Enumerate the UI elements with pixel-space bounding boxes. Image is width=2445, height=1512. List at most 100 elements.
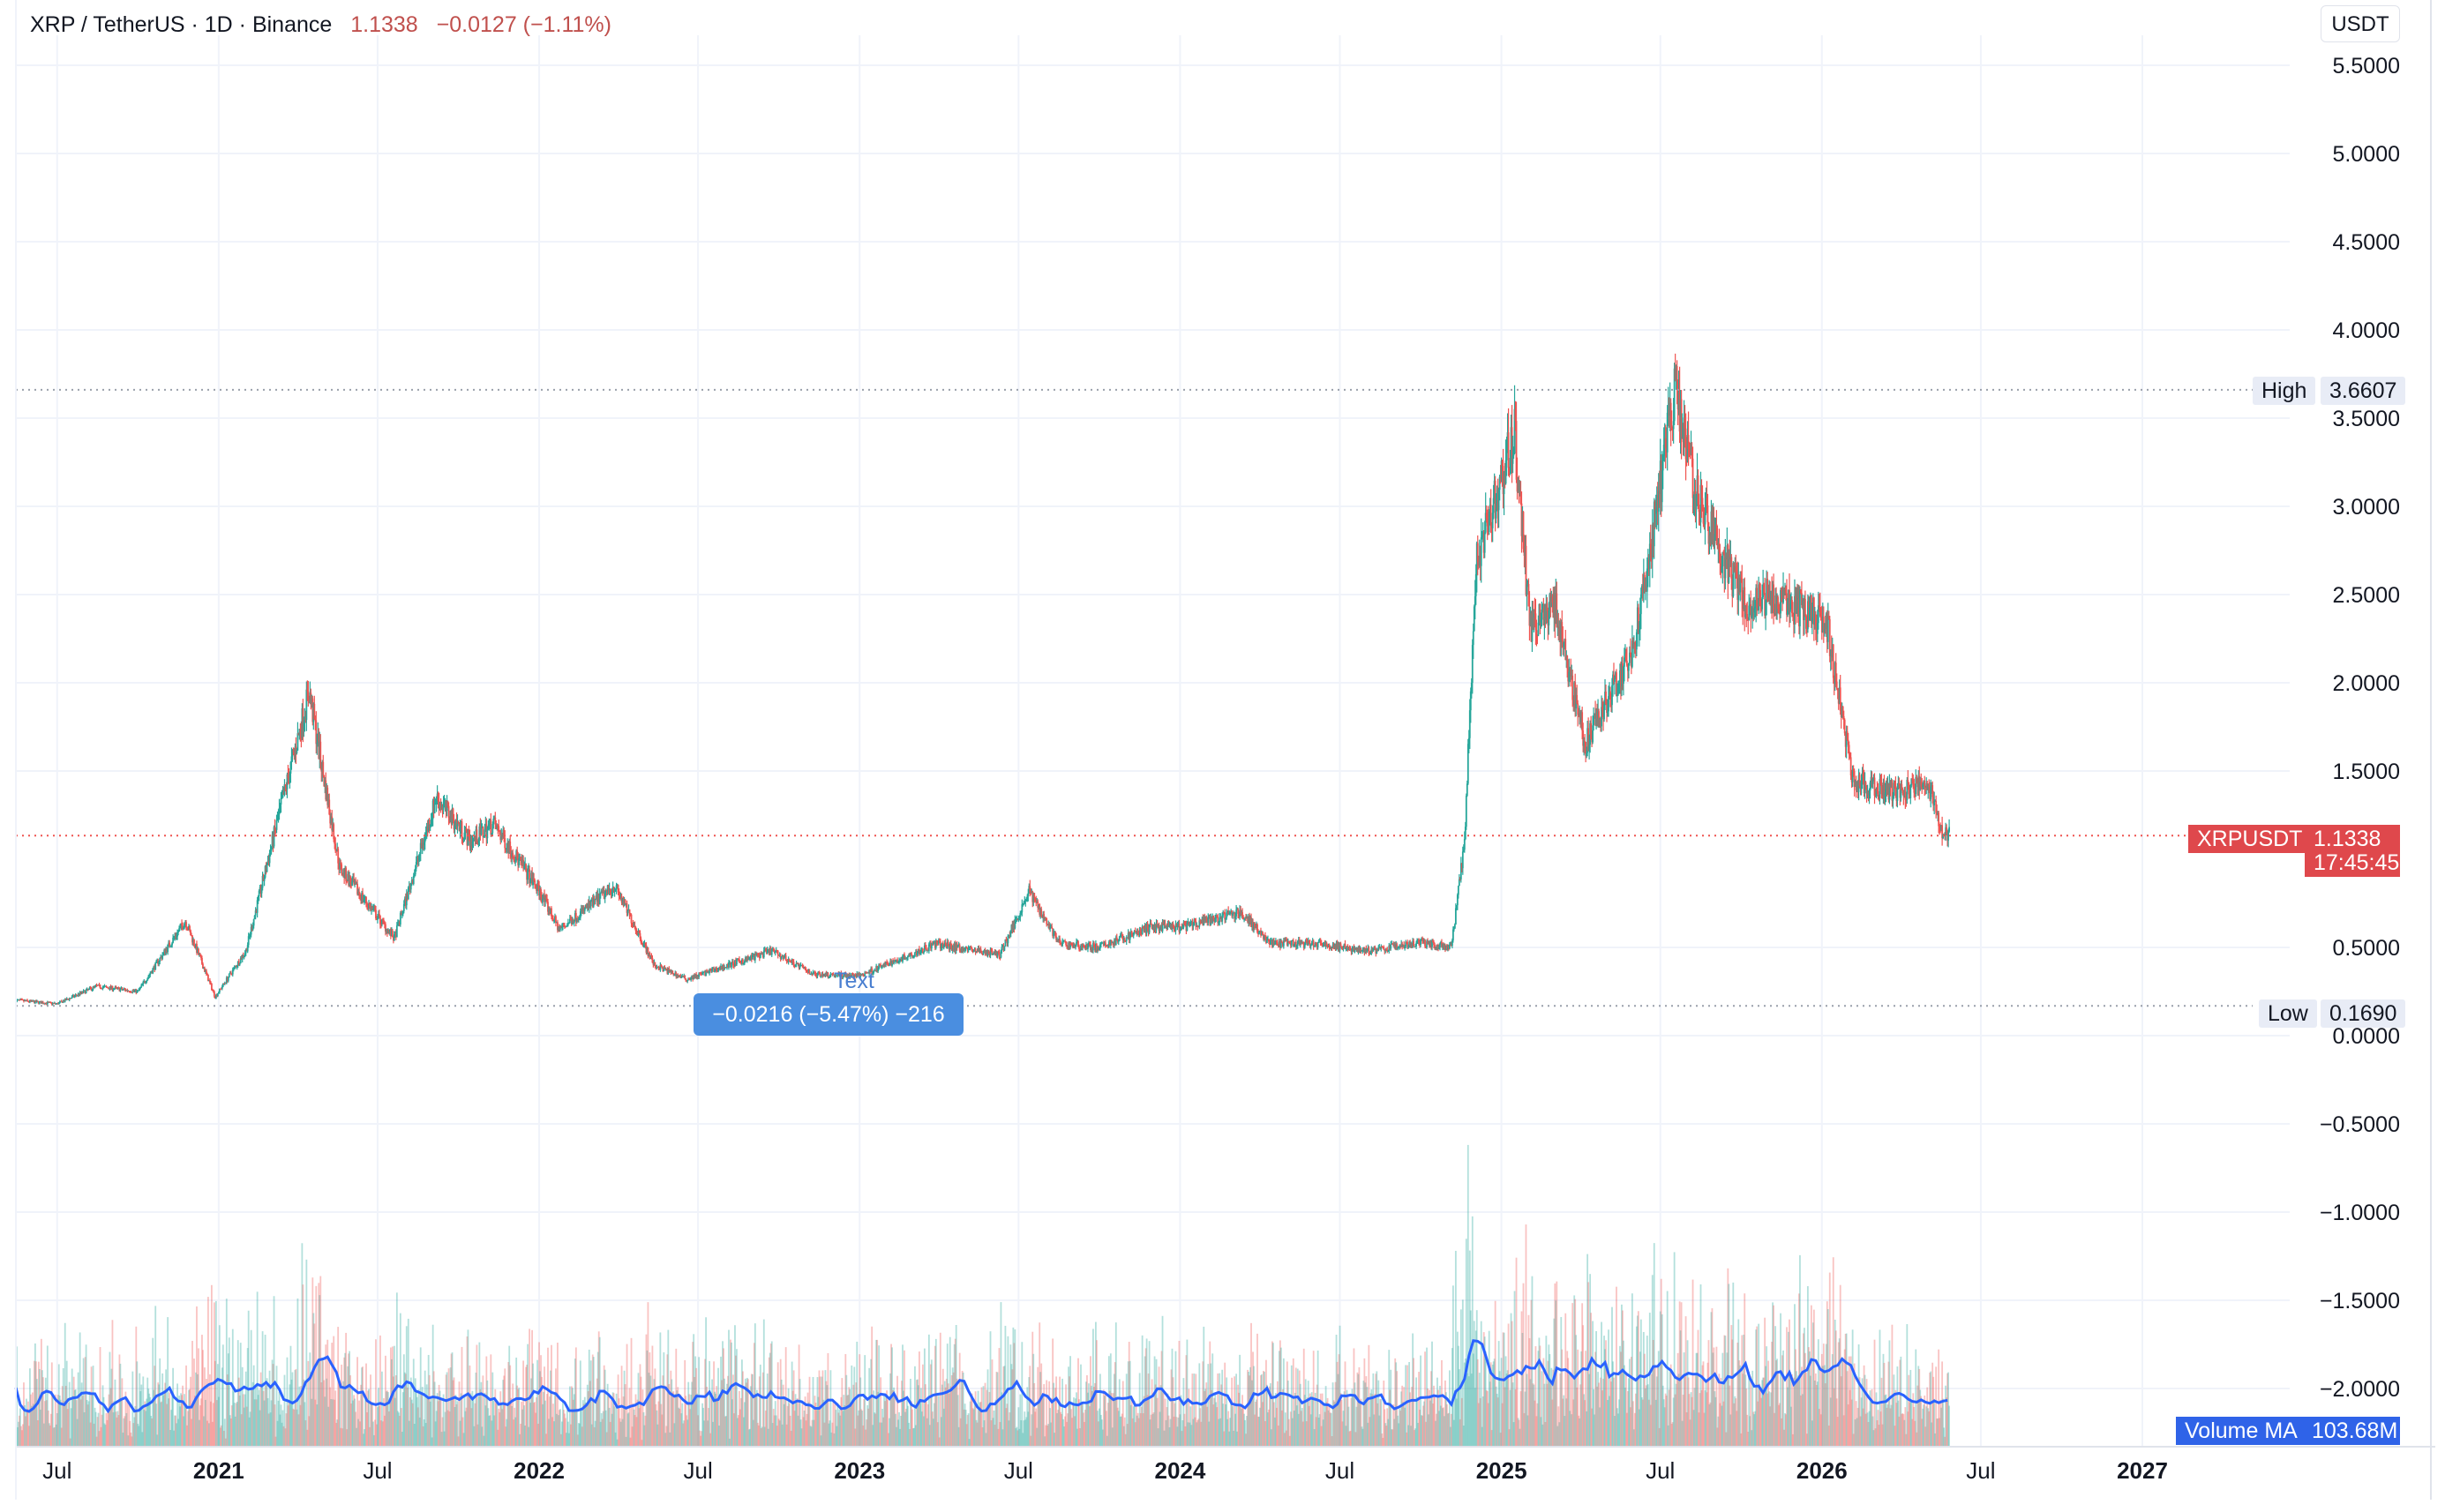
volume-bar: [487, 1408, 490, 1447]
volume-bar: [665, 1426, 668, 1447]
volume-bar: [909, 1429, 911, 1447]
volume-bar: [1047, 1424, 1050, 1447]
volume-bar: [1782, 1350, 1784, 1447]
candle-body: [688, 977, 691, 980]
candle-body: [932, 943, 934, 945]
volume-bar: [248, 1417, 251, 1447]
candle-body: [909, 954, 911, 956]
candle-body: [70, 998, 72, 999]
candle-body: [716, 968, 717, 970]
volume-bar: [382, 1421, 384, 1447]
volume-bar: [321, 1357, 324, 1447]
volume-bar: [741, 1371, 744, 1447]
volume-bar: [1762, 1377, 1765, 1447]
candle-body: [834, 975, 836, 977]
candle-body: [444, 800, 446, 804]
candle-body: [889, 961, 891, 965]
volume-bar: [140, 1384, 143, 1447]
volume-bar: [1661, 1385, 1664, 1447]
candle-body: [589, 899, 592, 907]
volume-bar: [1345, 1426, 1347, 1447]
candle-body: [754, 954, 757, 956]
candle-body: [79, 992, 81, 996]
volume-bar: [300, 1386, 303, 1447]
volume-bar: [993, 1411, 995, 1447]
volume-bar: [1298, 1370, 1301, 1447]
volume-bar: [599, 1421, 602, 1447]
candle-body: [1154, 924, 1157, 930]
volume-bar: [145, 1411, 147, 1447]
volume-bar: [1078, 1399, 1080, 1447]
volume-bar: [1337, 1374, 1339, 1447]
candle-body: [1039, 909, 1042, 915]
volume-bar: [408, 1420, 410, 1447]
volume-bar: [48, 1423, 50, 1447]
volume-bar: [757, 1425, 760, 1447]
volume-bar: [1574, 1299, 1577, 1447]
volume-bar: [1477, 1403, 1480, 1447]
volume-bar: [1361, 1426, 1363, 1447]
volume-bar: [1113, 1374, 1115, 1447]
candle-body: [667, 968, 670, 974]
candle-body: [701, 974, 703, 976]
volume-bar: [381, 1371, 383, 1447]
candle-body: [1179, 930, 1181, 932]
volume-bar: [1496, 1397, 1499, 1447]
volume-bar: [1084, 1421, 1085, 1447]
candle-body: [1189, 924, 1191, 926]
volume-bar: [364, 1429, 365, 1447]
volume-bar: [1096, 1411, 1099, 1447]
volume-bar: [123, 1418, 125, 1447]
candle-body: [155, 961, 158, 963]
volume-bar: [595, 1402, 597, 1447]
volume-bar: [1043, 1384, 1046, 1447]
candle-body: [960, 947, 963, 952]
volume-bar: [1924, 1426, 1927, 1447]
candle-body: [959, 950, 962, 952]
volume-bar: [1436, 1413, 1437, 1447]
candle-body: [709, 969, 710, 974]
candle-body: [993, 952, 995, 954]
volume-bar: [586, 1384, 589, 1447]
volume-bar: [1769, 1406, 1772, 1447]
candle-body: [727, 963, 729, 968]
volume-bar: [323, 1380, 326, 1447]
volume-bar: [1621, 1304, 1623, 1447]
volume-bar: [1324, 1386, 1327, 1447]
volume-bar: [1472, 1353, 1474, 1447]
candle-body: [984, 950, 986, 954]
candle-body: [109, 986, 111, 990]
volume-bar: [1177, 1417, 1180, 1447]
candle-body: [233, 966, 236, 969]
candle-body: [22, 999, 24, 1001]
volume-bar: [1116, 1407, 1119, 1447]
volume-bar: [385, 1355, 386, 1447]
candle-body: [374, 908, 376, 910]
volume-bar: [1677, 1374, 1680, 1447]
volume-bar: [283, 1374, 286, 1447]
volume-bar: [1217, 1373, 1219, 1447]
volume-bar: [1492, 1361, 1495, 1447]
volume-bar: [1204, 1390, 1206, 1447]
volume-bar: [1224, 1362, 1226, 1447]
volume-bar: [767, 1428, 769, 1447]
volume-bar: [1258, 1417, 1260, 1447]
volume-bar: [624, 1384, 626, 1447]
volume-bar: [194, 1396, 196, 1447]
candle-body: [1006, 941, 1009, 944]
volume-bar: [109, 1351, 111, 1447]
candle-body: [339, 863, 341, 869]
volume-bar: [1548, 1344, 1550, 1447]
volume-bar: [217, 1396, 220, 1447]
volume-bar: [551, 1344, 552, 1447]
candle-body: [137, 990, 139, 992]
volume-bar: [1421, 1415, 1423, 1447]
candle-body: [463, 832, 466, 840]
volume-bar: [1446, 1403, 1448, 1447]
volume-bar: [954, 1338, 956, 1447]
volume-bar: [1271, 1429, 1272, 1447]
candle-body: [612, 887, 615, 892]
volume-bar: [899, 1428, 901, 1447]
candle-body: [386, 930, 389, 933]
